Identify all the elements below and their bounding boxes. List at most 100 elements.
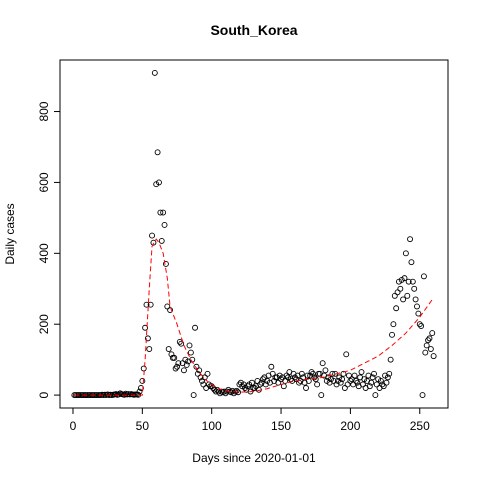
point [377,377,384,384]
point [354,379,361,386]
point [391,292,398,299]
point [319,360,326,367]
point [268,363,275,370]
point [305,377,312,384]
point [204,370,211,377]
point [423,342,430,349]
point [151,69,158,76]
point [146,346,153,352]
x-tick-label: 250 [410,419,430,433]
point [337,379,344,386]
point [257,381,264,388]
point [147,301,154,308]
point [200,381,207,388]
point [164,303,171,310]
point [308,369,315,376]
point [426,335,433,342]
point [314,381,321,388]
point [387,356,394,363]
point [366,383,373,390]
point [343,351,350,358]
y-tick-label: 800 [37,101,51,121]
point [283,372,290,379]
point [318,392,325,399]
point [411,285,418,292]
y-tick-label: 200 [37,314,51,334]
x-axis-label: Days since 2020-01-01 [192,451,316,465]
point [408,259,415,266]
point [142,324,149,331]
point [372,392,379,399]
point [311,374,318,381]
point [390,321,397,328]
point [269,370,276,377]
point [312,376,319,383]
point [298,370,305,377]
point [144,335,151,342]
point [190,392,197,399]
point [154,149,161,156]
x-tick-label: 50 [136,419,150,433]
y-axis-label: Daily cases [3,203,17,264]
point [394,289,401,296]
x-tick-label: 200 [340,419,360,433]
y-tick-label: 600 [37,172,51,192]
point [359,381,366,388]
point [181,367,187,374]
point [353,377,359,384]
point [383,379,390,386]
point [158,237,165,244]
point [427,346,434,352]
point [412,296,419,303]
point [368,379,375,386]
point [178,340,185,347]
point [419,392,426,399]
point [322,367,329,374]
point [248,379,255,386]
point [138,385,144,391]
point [404,292,411,299]
point [304,372,311,379]
point [175,360,182,367]
point [303,385,309,391]
point [341,385,348,391]
x-tick-label: 100 [202,419,222,433]
point [351,372,358,379]
point [344,381,351,388]
point [172,365,179,372]
point [339,376,346,383]
point [405,278,412,285]
x-tick-label: 150 [271,419,291,433]
point [415,310,422,317]
point [389,331,395,338]
point [418,323,425,329]
point [168,351,175,358]
point [400,296,407,303]
point [196,367,203,374]
point [186,342,193,349]
point [162,261,169,267]
point [233,387,240,394]
point [187,349,194,356]
point [310,370,316,377]
point [161,222,168,228]
point [115,391,122,398]
point [430,353,437,360]
point [140,365,147,372]
point [346,372,352,379]
point [380,383,387,390]
point [143,301,150,308]
point [160,209,167,216]
point [371,370,377,377]
point [156,179,162,186]
point [193,363,200,370]
point [183,362,190,368]
point [171,354,178,361]
point [340,370,347,377]
point [201,374,208,381]
point [149,232,155,239]
fit-line [74,238,435,396]
x-tick-label: 0 [70,419,77,433]
chart-title: South_Korea [210,22,297,38]
plot-frame [59,59,449,409]
